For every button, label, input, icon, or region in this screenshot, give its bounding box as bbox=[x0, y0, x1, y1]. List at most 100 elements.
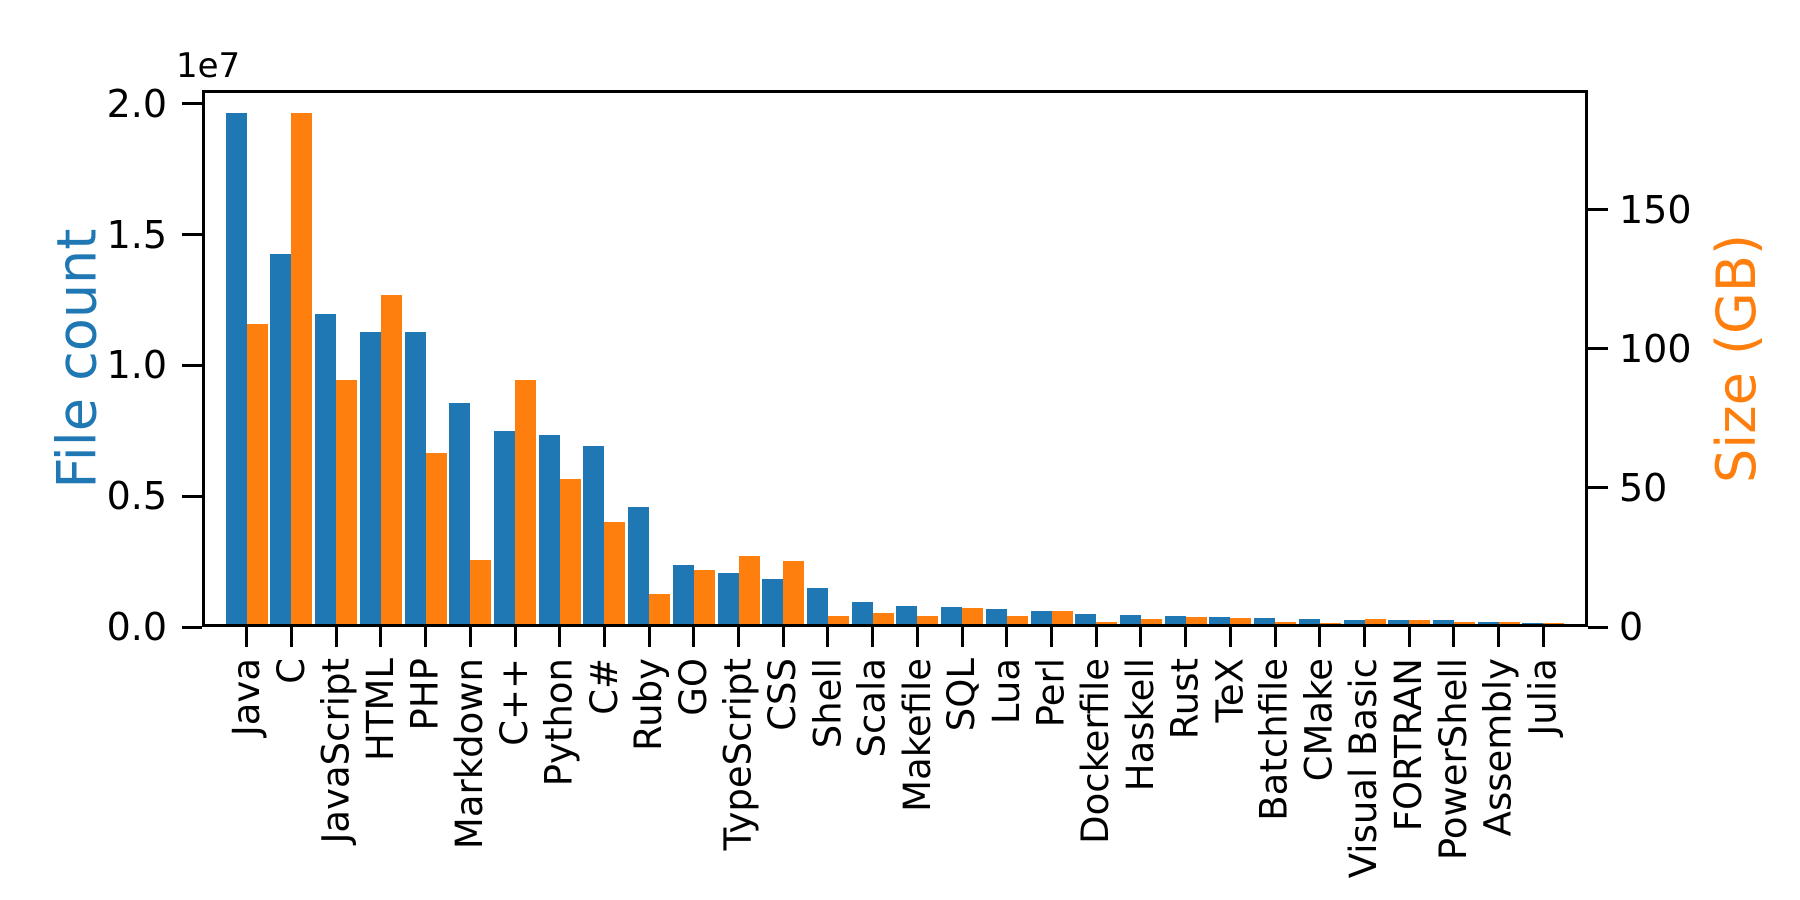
x-tick-label-visual-basic: Visual Basic bbox=[1342, 658, 1386, 879]
x-tick-label-html: HTML bbox=[358, 658, 402, 761]
left-tick-label-2.0: 2.0 bbox=[106, 81, 167, 126]
x-tick-label-julia: Julia bbox=[1521, 658, 1565, 736]
x-tick-label-cmake: CMake bbox=[1297, 658, 1341, 782]
x-tick-mark-cmake bbox=[1318, 627, 1322, 647]
plot-area bbox=[202, 90, 1588, 627]
size-bar-haskell bbox=[1140, 618, 1162, 624]
x-tick-label-makefile: Makefile bbox=[895, 658, 939, 812]
x-tick-label-haskell: Haskell bbox=[1118, 658, 1162, 792]
size-bar-dockerfile bbox=[1096, 622, 1118, 624]
left-tick-mark-0.0 bbox=[182, 625, 202, 629]
x-tick-label-markdown: Markdown bbox=[448, 658, 492, 850]
size-bar-visual-basic bbox=[1364, 618, 1386, 624]
left-tick-mark-2.0 bbox=[182, 102, 202, 106]
x-tick-mark-assembly bbox=[1497, 627, 1501, 647]
file-count-bar-dockerfile bbox=[1075, 614, 1097, 624]
file-count-bar-cmake bbox=[1298, 619, 1320, 624]
x-tick-mark-dockerfile bbox=[1094, 627, 1098, 647]
file-count-bar-visual-basic bbox=[1343, 619, 1365, 624]
x-tick-mark-php bbox=[424, 627, 427, 647]
left-tick-mark-0.5 bbox=[182, 494, 202, 498]
x-tick-label-shell: Shell bbox=[805, 658, 849, 749]
file-count-bar-c bbox=[583, 445, 605, 624]
size-bar-sql bbox=[962, 608, 984, 624]
file-count-bar-makefile bbox=[896, 606, 918, 624]
size-bar-batchfile bbox=[1275, 622, 1296, 624]
file-count-bar-scala bbox=[851, 602, 873, 624]
size-bar-c bbox=[515, 379, 536, 624]
file-count-bar-typescript bbox=[717, 573, 739, 624]
x-tick-mark-c bbox=[602, 627, 606, 647]
x-tick-label-assembly: Assembly bbox=[1476, 658, 1520, 837]
x-tick-label-fortran: FORTRAN bbox=[1387, 658, 1431, 832]
x-tick-label-batchfile: Batchfile bbox=[1253, 658, 1296, 821]
x-tick-mark-makefile bbox=[915, 627, 919, 647]
x-tick-mark-perl bbox=[1050, 627, 1053, 647]
file-count-bar-c bbox=[494, 430, 515, 624]
x-tick-label-javascript: JavaScript bbox=[314, 658, 358, 844]
x-tick-mark-sql bbox=[960, 627, 964, 647]
file-count-bar-haskell bbox=[1119, 615, 1141, 624]
file-count-bar-html bbox=[359, 331, 381, 624]
x-tick-mark-css bbox=[781, 627, 785, 647]
right-tick-mark-50 bbox=[1588, 486, 1608, 490]
x-tick-label-go: GO bbox=[671, 658, 715, 716]
file-count-bar-julia bbox=[1522, 622, 1544, 624]
file-count-bar-lua bbox=[985, 608, 1007, 624]
x-tick-mark-python bbox=[558, 627, 562, 647]
size-bar-shell bbox=[827, 615, 849, 624]
size-bar-makefile bbox=[917, 615, 939, 624]
size-bar-php bbox=[425, 453, 447, 624]
file-count-bar-markdown bbox=[449, 402, 471, 624]
file-count-bar-perl bbox=[1030, 611, 1052, 624]
size-bar-java bbox=[246, 324, 268, 624]
x-tick-label-scala: Scala bbox=[850, 658, 894, 758]
file-count-bar-tex bbox=[1209, 617, 1231, 624]
file-count-bar-python bbox=[538, 434, 560, 624]
size-bar-c bbox=[604, 521, 626, 624]
file-count-bar-go bbox=[672, 564, 694, 624]
left-tick-label-1.5: 1.5 bbox=[106, 212, 167, 257]
size-bar-lua bbox=[1006, 616, 1028, 624]
x-tick-mark-javascript bbox=[334, 627, 338, 647]
x-tick-mark-rust bbox=[1184, 627, 1188, 647]
size-bar-cmake bbox=[1319, 622, 1341, 624]
x-tick-label-rust: Rust bbox=[1163, 658, 1207, 740]
right-tick-label-0: 0 bbox=[1619, 605, 1644, 649]
size-bar-ruby bbox=[649, 593, 671, 624]
file-count-bar-javascript bbox=[315, 314, 337, 624]
right-tick-label-150: 150 bbox=[1619, 187, 1692, 232]
size-bar-julia bbox=[1543, 623, 1565, 624]
x-tick-mark-typescript bbox=[737, 627, 740, 647]
size-bar-javascript bbox=[336, 379, 358, 624]
left-tick-label-1.0: 1.0 bbox=[106, 343, 167, 388]
x-tick-label-tex: TeX bbox=[1208, 658, 1252, 723]
x-tick-mark-lua bbox=[1005, 627, 1009, 647]
x-tick-label-dockerfile: Dockerfile bbox=[1074, 658, 1118, 844]
size-bar-c bbox=[291, 112, 313, 624]
size-bar-fortran bbox=[1409, 619, 1431, 624]
x-tick-mark-tex bbox=[1228, 627, 1232, 647]
x-tick-mark-shell bbox=[826, 627, 830, 647]
left-tick-mark-1.5 bbox=[182, 233, 202, 237]
x-tick-label-css: CSS bbox=[761, 658, 805, 731]
x-tick-mark-java bbox=[245, 627, 249, 647]
size-bar-go bbox=[693, 570, 715, 624]
file-count-bar-java bbox=[225, 112, 247, 624]
right-axis-label: Size (GB) bbox=[1705, 233, 1769, 484]
file-count-bar-css bbox=[762, 578, 784, 624]
x-tick-label-perl: Perl bbox=[1029, 658, 1073, 728]
x-tick-label-powershell: PowerShell bbox=[1431, 658, 1475, 861]
x-tick-mark-c bbox=[513, 627, 517, 647]
x-tick-label-python: Python bbox=[537, 658, 581, 787]
right-tick-mark-100 bbox=[1588, 347, 1608, 351]
right-axis-label-box: Size (GB) bbox=[1706, 90, 1769, 627]
size-bar-html bbox=[380, 295, 402, 624]
left-tick-label-0.0: 0.0 bbox=[106, 605, 167, 649]
file-count-bar-batchfile bbox=[1254, 617, 1275, 624]
file-count-bar-php bbox=[404, 331, 426, 624]
x-tick-mark-julia bbox=[1541, 627, 1545, 647]
size-bar-scala bbox=[872, 613, 894, 624]
file-count-bar-c bbox=[270, 254, 292, 624]
